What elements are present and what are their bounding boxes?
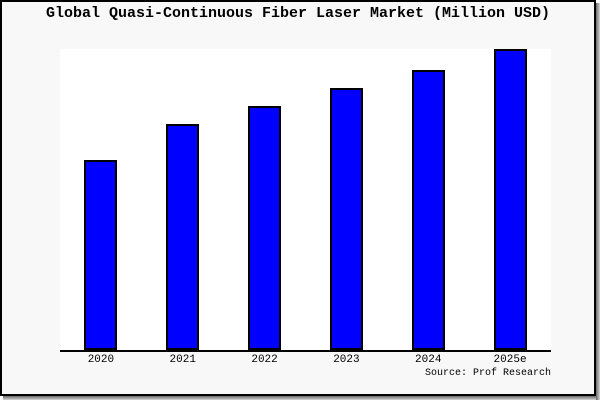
- frame-shadow-right: [596, 3, 600, 400]
- bar-2025e: [493, 49, 527, 350]
- x-tick-label-2020: 2020: [87, 354, 115, 366]
- bar-slot-2023: [305, 49, 387, 350]
- x-tick-label-2021: 2021: [169, 354, 196, 366]
- bar-2024: [411, 70, 445, 350]
- bars-group: [60, 49, 551, 350]
- bar-slot-2020: [60, 49, 142, 350]
- chart-title: Global Quasi-Continuous Fiber Laser Mark…: [45, 5, 551, 22]
- plot-area: [60, 49, 551, 352]
- bar-slot-2022: [224, 49, 306, 350]
- bar-2020: [84, 160, 118, 350]
- x-tick-label-2025e: 2025e: [493, 354, 527, 366]
- x-axis-tick-labels: 2020 2021 2022 2023 2024 2025e: [60, 354, 551, 367]
- bar-slot-2021: [142, 49, 224, 350]
- x-tick-label-2024: 2024: [415, 354, 442, 366]
- frame-shadow-bottom: [3, 396, 596, 400]
- bar-slot-2025e: [469, 49, 551, 350]
- bar-2023: [329, 88, 363, 350]
- x-tick-label-2023: 2023: [333, 354, 360, 366]
- bar-2022: [248, 106, 282, 350]
- x-tick-label-2022: 2022: [251, 354, 278, 366]
- bar-slot-2024: [387, 49, 469, 350]
- bar-2021: [166, 124, 200, 350]
- source-note: Source: Prof Research: [424, 368, 551, 379]
